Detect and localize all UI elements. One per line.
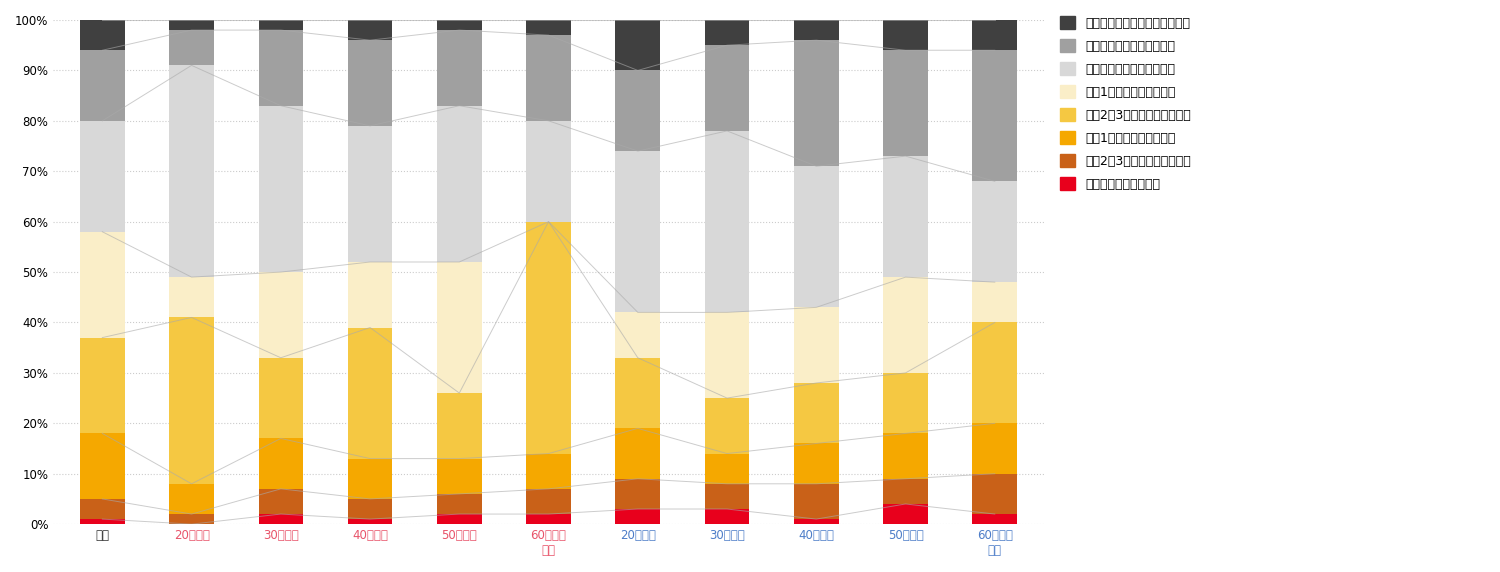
Bar [705,45,750,131]
Bar [436,20,482,30]
Bar [170,65,214,277]
Bar [526,35,572,121]
Bar [80,50,124,121]
Bar [615,358,660,428]
Bar [705,312,750,398]
Bar [258,489,303,514]
Bar [258,272,303,358]
Bar [884,504,928,524]
Bar [348,519,393,524]
Bar [794,484,838,519]
Bar [80,337,124,434]
Bar [884,156,928,277]
Bar [170,514,214,524]
Bar [972,282,1017,323]
Bar [972,514,1017,524]
Bar [170,317,214,484]
Bar [615,428,660,479]
Bar [794,443,838,484]
Bar [348,40,393,126]
Bar [705,484,750,509]
Bar [258,358,303,438]
Bar [170,277,214,317]
Bar [80,519,124,524]
Bar [348,262,393,328]
Bar [348,459,393,499]
Bar [615,509,660,524]
Bar [615,151,660,312]
Bar [258,106,303,272]
Bar [972,474,1017,514]
Bar [794,307,838,383]
Bar [526,222,572,454]
Bar [705,20,750,45]
Bar [705,398,750,454]
Bar [794,20,838,40]
Bar [884,277,928,373]
Bar [258,20,303,30]
Bar [794,40,838,166]
Bar [80,434,124,499]
Bar [436,30,482,106]
Bar [972,323,1017,423]
Bar [526,489,572,514]
Bar [615,70,660,151]
Bar [972,181,1017,282]
Bar [170,20,214,30]
Bar [972,50,1017,181]
Bar [705,509,750,524]
Bar [884,50,928,156]
Bar [615,479,660,509]
Bar [526,514,572,524]
Bar [705,454,750,484]
Bar [80,20,124,50]
Bar [348,20,393,40]
Bar [526,454,572,489]
Bar [258,30,303,106]
Bar [80,499,124,519]
Bar [436,262,482,393]
Bar [794,383,838,443]
Bar [436,494,482,514]
Bar [705,131,750,312]
Bar [794,519,838,524]
Bar [258,514,303,524]
Bar [258,438,303,489]
Bar [972,423,1017,474]
Bar [794,166,838,307]
Bar [526,121,572,222]
Bar [884,20,928,50]
Bar [884,373,928,434]
Bar [615,312,660,358]
Bar [348,328,393,459]
Bar [436,106,482,262]
Bar [526,20,572,35]
Bar [436,393,482,459]
Bar [80,121,124,232]
Bar [972,20,1017,50]
Bar [80,232,124,337]
Bar [436,514,482,524]
Bar [884,479,928,504]
Bar [348,499,393,519]
Bar [884,434,928,479]
Bar [615,20,660,70]
Bar [348,126,393,262]
Bar [436,459,482,494]
Bar [170,484,214,514]
Bar [170,30,214,65]
Legend: まだ一度も利用したことがない, かつて利用したことがある, 年に数回程度の利用頻度だ, 月に1回程度利用している, 月に2、3回程度利用している, 週に1回程度: まだ一度も利用したことがない, かつて利用したことがある, 年に数回程度の利用頻… [1060,16,1191,191]
